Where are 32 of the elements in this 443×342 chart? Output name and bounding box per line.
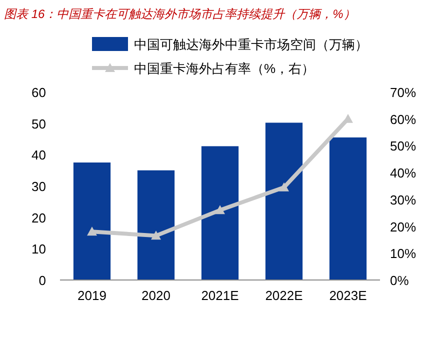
y-tick-label: 10 [32, 242, 46, 257]
y2-tick-label: 50% [390, 138, 416, 154]
x-tick-label: 2023E [329, 288, 368, 303]
y2-tick-label: 30% [390, 192, 416, 208]
y2-tick-label: 0% [390, 273, 410, 288]
y-tick-label: 30 [32, 179, 46, 194]
y2-tick-label: 20% [390, 219, 416, 234]
y2-tick-label: 70% [390, 85, 416, 100]
point [215, 205, 225, 214]
point [151, 230, 161, 240]
y2-tick-label: 40% [390, 166, 416, 181]
y2-tick-label: 10% [390, 246, 416, 262]
legend-label: 中国可触达海外中重卡市场空间（万辆） [134, 37, 368, 52]
y-tick-label: 0 [38, 273, 46, 288]
point [87, 226, 97, 236]
y-tick-label: 50 [32, 116, 46, 132]
x-tick-label: 2022E [265, 288, 304, 303]
chart-title: 图表 16：中国重卡在可触达海外市场市占率持续提升（万辆，%） [4, 7, 356, 21]
bar [73, 162, 111, 280]
y-tick-label: 40 [32, 148, 46, 163]
bar [265, 122, 303, 280]
bar [201, 146, 239, 280]
point [279, 182, 289, 192]
x-tick-label: 2019 [78, 288, 106, 303]
y2-tick-label: 60% [390, 112, 416, 127]
bar [137, 170, 175, 280]
y-tick-label: 60 [32, 85, 46, 100]
y-tick-label: 20 [32, 210, 46, 226]
bar [329, 137, 367, 280]
x-tick-label: 2021E [201, 288, 240, 303]
legend-label: 中国重卡海外占有率（%，右） [134, 61, 315, 76]
x-tick-label: 2020 [142, 288, 170, 303]
